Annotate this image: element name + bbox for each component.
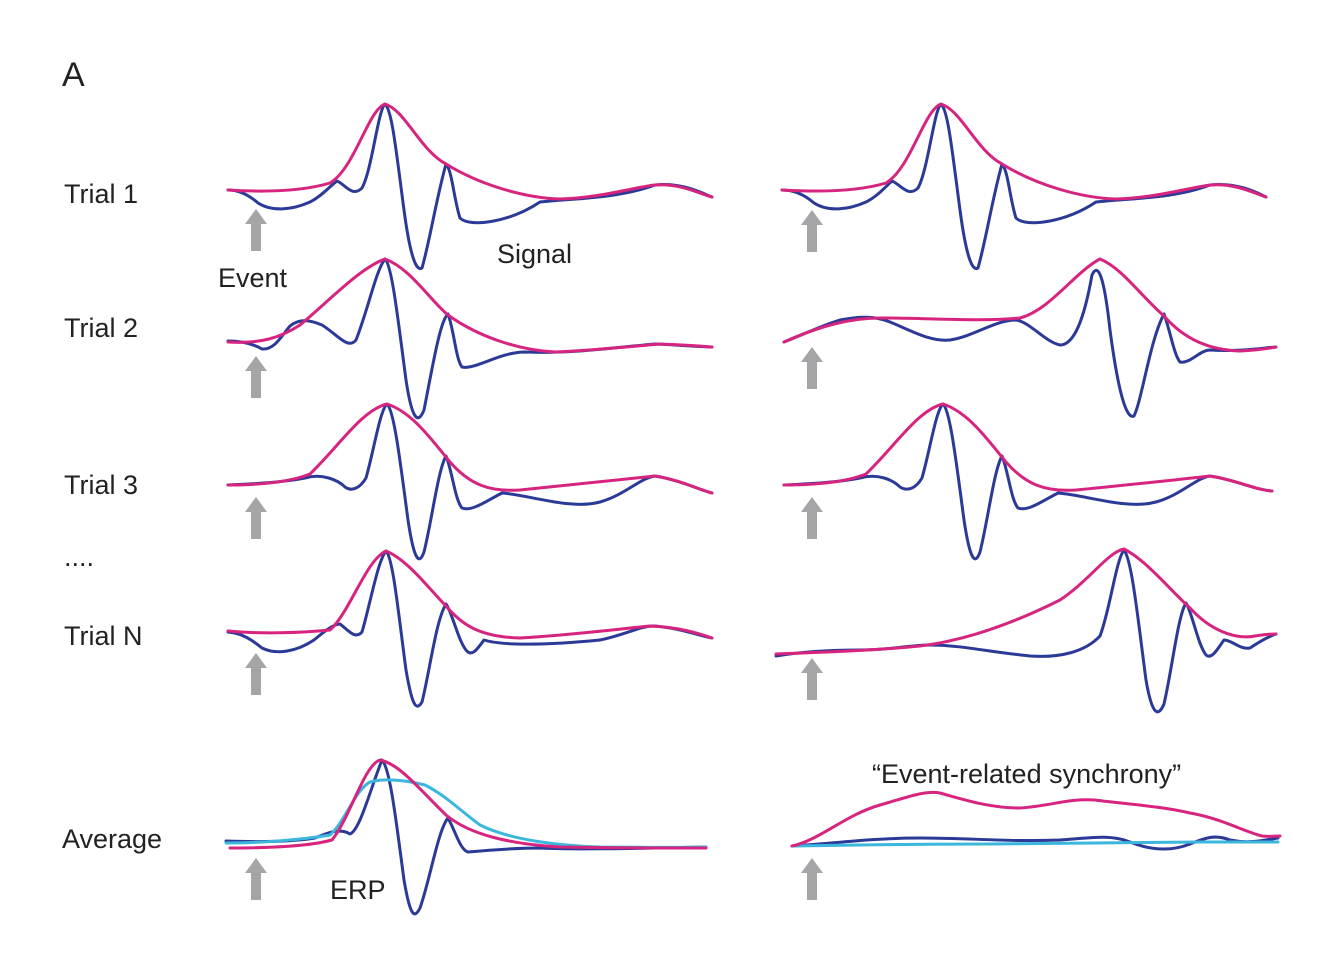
row-label-ellipsis: .... — [64, 542, 94, 572]
row-label-trial-3: Trial 3 — [64, 470, 138, 500]
event-arrow-trial-2 — [245, 356, 267, 398]
event-arrow-trial-1 — [245, 209, 267, 251]
trace-trial-n-envelope — [226, 549, 714, 640]
trace-trial-1-envelope — [226, 102, 714, 201]
row-label-trial-2: Trial 2 — [64, 313, 138, 343]
trace-average-envelope — [228, 758, 708, 850]
row-label-trial-1: Trial 1 — [64, 179, 138, 209]
event-arrow-trial-1-right — [801, 210, 823, 252]
trace-average-signal — [224, 758, 708, 916]
trace-trial-2-right-signal — [782, 268, 1278, 418]
trace-average-right-envelope — [790, 790, 1282, 848]
trace-layer — [224, 102, 1282, 916]
trace-average-band-envelope — [224, 778, 708, 849]
row-label-trial-n: Trial N — [64, 621, 143, 651]
erp-label: ERP — [330, 875, 386, 905]
trace-trial-3-signal — [226, 402, 714, 561]
event-arrow-trial-2-right — [801, 347, 823, 389]
trace-trial-2-right-envelope — [782, 257, 1278, 353]
trace-trial-3-right-signal — [782, 402, 1274, 561]
event-arrow-average — [245, 858, 267, 900]
event-arrow-trial-3 — [245, 497, 267, 539]
trace-trial-3-right-envelope — [782, 402, 1274, 493]
event-arrow-trial-n-right — [801, 658, 823, 700]
trace-trial-1-signal — [226, 102, 714, 271]
trace-trial-n-right-envelope — [774, 547, 1278, 656]
trace-trial-2-signal — [226, 257, 714, 420]
event-arrow-trial-3-right — [801, 497, 823, 539]
trace-trial-2-envelope — [226, 257, 714, 354]
event-arrow-trial-n — [245, 653, 267, 695]
trace-trial-1-right-signal — [780, 102, 1268, 271]
event-label: Event — [218, 263, 288, 293]
trace-trial-3-envelope — [226, 402, 714, 495]
panel-letter: A — [62, 56, 85, 94]
trace-trial-1-right-envelope — [780, 102, 1268, 201]
row-label-average: Average — [62, 824, 162, 854]
trace-trial-n-right-signal — [774, 548, 1278, 714]
trace-average-right-band-envelope — [790, 840, 1280, 848]
trace-average-right-signal — [790, 835, 1280, 851]
signal-label: Signal — [497, 239, 572, 269]
event-arrow-average-right — [801, 858, 823, 900]
synchrony-label: “Event-related synchrony” — [872, 759, 1181, 789]
